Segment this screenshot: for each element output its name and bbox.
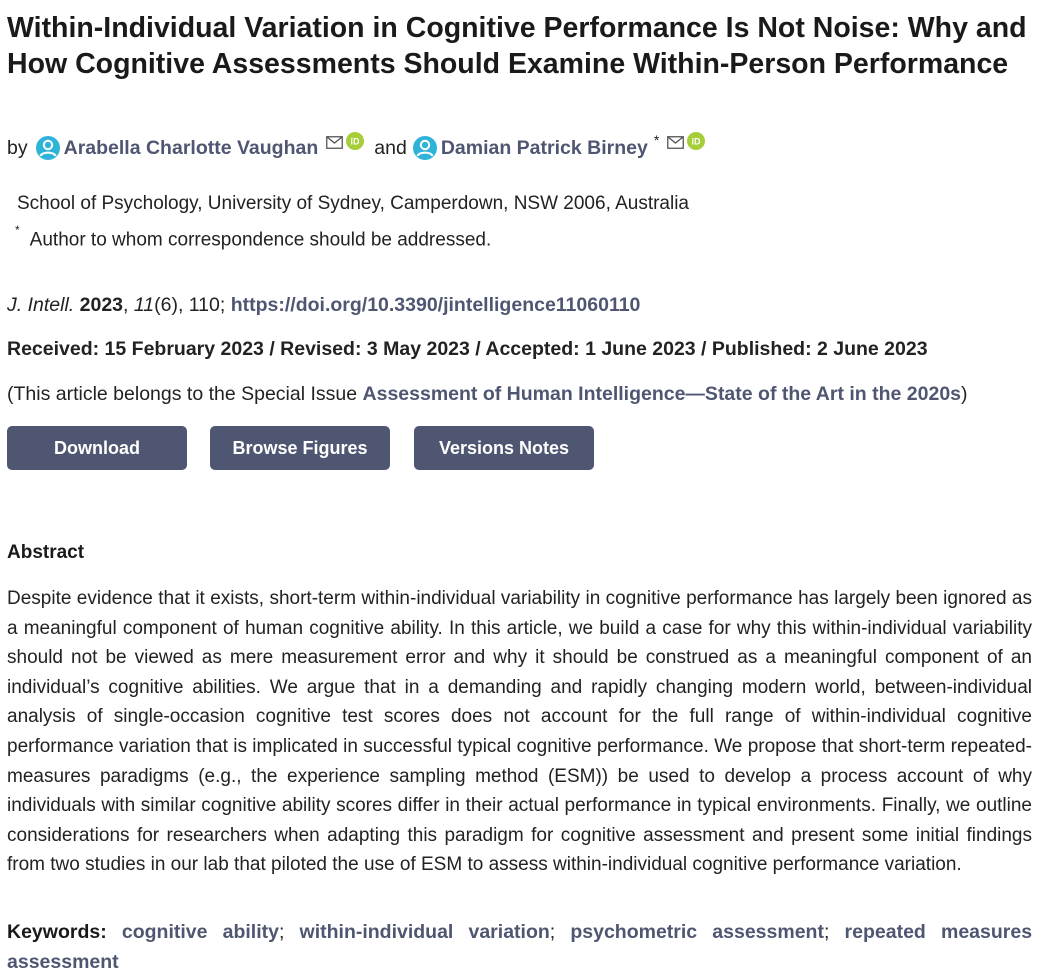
keyword-link[interactable]: repeated measures assessment xyxy=(7,921,1033,973)
doi-link[interactable]: https://doi.org/10.3390/jintelligence110… xyxy=(230,294,641,316)
mail-icon[interactable] xyxy=(326,135,344,149)
author-name-vaughan[interactable]: Arabella Charlotte Vaughan xyxy=(63,136,319,159)
download-button[interactable]: Download xyxy=(7,426,187,470)
keywords-label: Keywords: xyxy=(7,921,107,943)
citation-volume: 11 xyxy=(133,294,155,316)
special-issue-suffix: ) xyxy=(961,383,968,405)
correspondence-text: Author to whom correspondence should be … xyxy=(29,229,492,251)
person-icon[interactable] xyxy=(412,136,437,160)
orcid-icon[interactable]: iD xyxy=(346,132,365,150)
correspondence-note: * Author to whom correspondence should be… xyxy=(15,223,492,251)
and-label: and xyxy=(374,136,407,159)
orcid-icon[interactable]: iD xyxy=(687,132,706,150)
mail-icon[interactable] xyxy=(667,135,685,149)
svg-text:iD: iD xyxy=(351,137,361,147)
special-issue-note: (This article belongs to the Special Iss… xyxy=(7,383,968,406)
abstract-text: Despite evidence that it exists, short-t… xyxy=(7,588,1032,876)
versions-notes-button[interactable]: Versions Notes xyxy=(414,426,594,470)
browse-figures-button[interactable]: Browse Figures xyxy=(210,426,390,470)
citation-year: 2023 xyxy=(79,294,124,316)
author-name-birney[interactable]: Damian Patrick Birney xyxy=(440,136,648,159)
citation-issue: (6) xyxy=(154,294,178,316)
author-line: by Arabella Charlotte Vaughan iD and Dam… xyxy=(7,132,706,163)
journal-name: J. Intell. xyxy=(7,294,75,316)
keyword-separator: ; xyxy=(278,921,285,943)
keyword-separator: ; xyxy=(823,921,830,943)
publication-dates: Received: 15 February 2023 / Revised: 3 … xyxy=(7,338,928,360)
keyword-link[interactable]: within-individual variation xyxy=(299,921,550,943)
svg-text:iD: iD xyxy=(692,137,702,147)
corresponding-author-mark: * xyxy=(653,132,660,148)
special-issue-prefix: (This article belongs to the Special Iss… xyxy=(7,383,363,405)
person-icon[interactable] xyxy=(35,136,60,160)
keyword-separator: ; xyxy=(549,921,556,943)
keyword-link[interactable]: psychometric assessment xyxy=(570,921,824,943)
citation-article-number: , 110; xyxy=(177,294,226,316)
by-label: by xyxy=(7,136,28,159)
citation: J. Intell. 2023, 11(6), 110; https://doi… xyxy=(7,294,640,317)
affiliation: School of Psychology, University of Sydn… xyxy=(17,193,689,214)
correspondence-mark: * xyxy=(15,223,20,237)
citation-sep: , xyxy=(123,294,134,316)
special-issue-link[interactable]: Assessment of Human Intelligence—State o… xyxy=(362,383,962,405)
article-title: Within-Individual Variation in Cognitive… xyxy=(7,12,1027,80)
keywords: Keywords: cognitive ability; within-indi… xyxy=(7,918,1032,977)
abstract-heading: Abstract xyxy=(7,542,85,563)
keyword-link[interactable]: cognitive ability xyxy=(121,921,279,943)
